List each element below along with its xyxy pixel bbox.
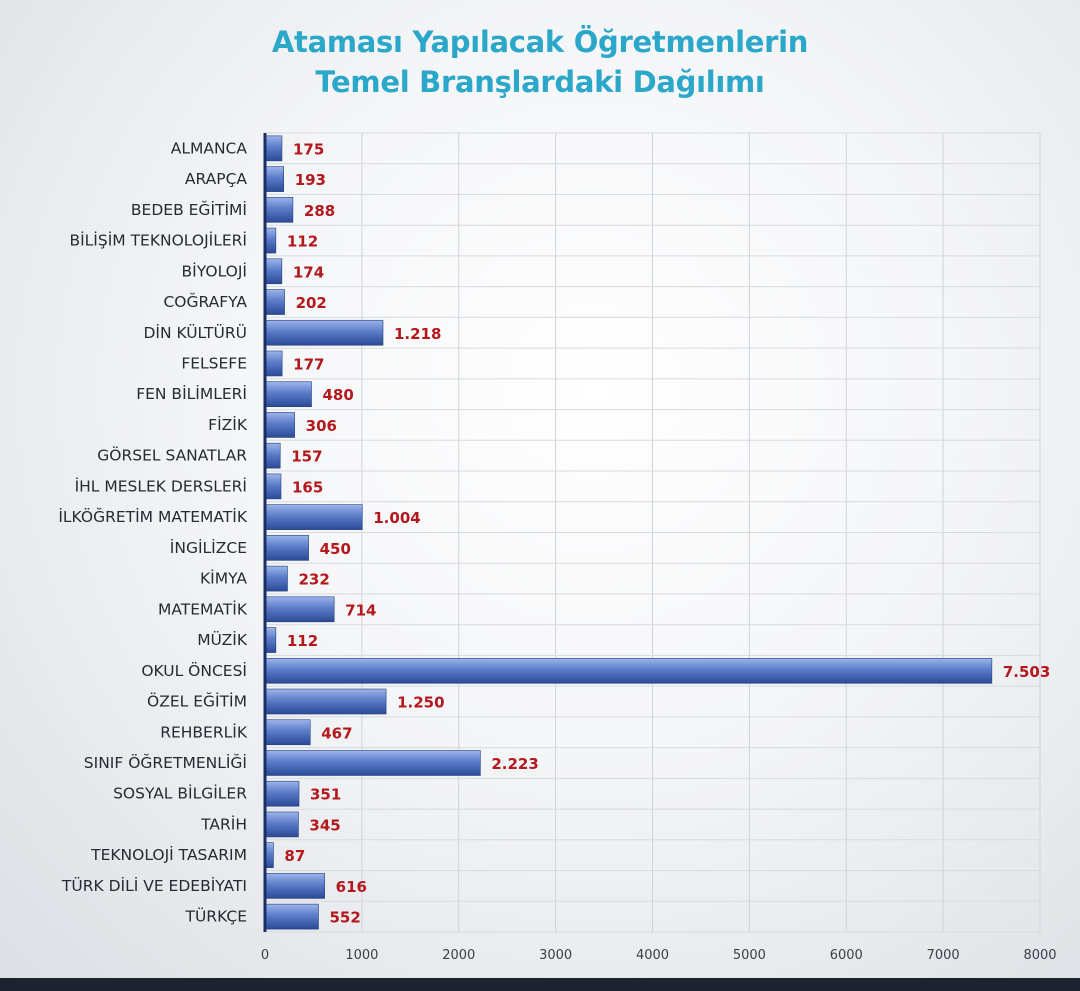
- value-label: 175: [293, 140, 324, 158]
- value-label: 345: [309, 816, 340, 834]
- category-label: TARİH: [200, 814, 247, 833]
- bar: [264, 811, 299, 838]
- value-label: 87: [284, 847, 305, 865]
- value-label: 616: [336, 878, 367, 896]
- bar: [264, 381, 312, 408]
- category-label: BEDEB EĞİTİMİ: [131, 200, 247, 219]
- value-label: 467: [321, 724, 352, 742]
- x-tick-label: 4000: [636, 948, 669, 963]
- category-label: MÜZİK: [197, 630, 248, 649]
- value-label: 112: [287, 233, 318, 251]
- bar: [264, 258, 283, 285]
- value-label: 112: [287, 632, 318, 650]
- category-label: BİYOLOJİ: [182, 261, 247, 280]
- category-label: TEKNOLOJİ TASARIM: [90, 845, 247, 864]
- category-label: SINIF ÖĞRETMENLİĞİ: [84, 753, 247, 772]
- bar: [264, 688, 387, 715]
- bar: [264, 719, 311, 746]
- value-label: 1.218: [394, 325, 441, 343]
- x-tick-label: 3000: [539, 948, 572, 963]
- bar: [264, 473, 282, 500]
- bar: [264, 750, 481, 776]
- value-label: 450: [320, 540, 351, 558]
- category-label: TÜRK DİLİ VE EDEBİYATI: [61, 876, 247, 895]
- category-label: ALMANCA: [171, 139, 248, 157]
- value-label: 165: [292, 478, 323, 496]
- x-tick-label: 8000: [1023, 948, 1056, 963]
- x-tick-label: 7000: [927, 948, 960, 963]
- category-label: GÖRSEL SANATLAR: [97, 446, 247, 465]
- value-label: 1.250: [397, 694, 444, 712]
- x-tick-label: 0: [261, 948, 269, 963]
- category-labels: ALMANCA ARAPÇA BEDEB EĞİTİMİ BİLİŞİM TEKNOL…: [58, 139, 247, 925]
- category-label: SOSYAL BİLGİLER: [113, 784, 247, 803]
- value-label: 7.503: [1003, 663, 1050, 681]
- bar: [264, 535, 309, 561]
- category-label: FİZİK: [208, 415, 248, 434]
- bar: [264, 780, 300, 807]
- category-label: DİN KÜLTÜRÜ: [143, 323, 247, 342]
- chart-title-line-1: Ataması Yapılacak Öğretmenlerin: [271, 25, 809, 59]
- bar: [264, 442, 281, 469]
- bar: [264, 135, 283, 162]
- bar: [264, 412, 295, 438]
- category-label: BİLİŞİM TEKNOLOJİLERİ: [69, 231, 247, 250]
- category-label: TÜRKÇE: [184, 907, 247, 926]
- bar: [264, 319, 384, 346]
- bar: [264, 873, 325, 899]
- value-label: 157: [291, 448, 322, 466]
- value-label: 714: [345, 601, 376, 619]
- value-label: 288: [304, 202, 335, 220]
- bar: [264, 350, 283, 377]
- value-label: 351: [310, 786, 341, 804]
- category-label: FELSEFE: [181, 354, 247, 372]
- value-label: 2.223: [491, 755, 538, 773]
- value-label: 480: [323, 386, 354, 404]
- category-label: REHBERLİK: [160, 722, 248, 741]
- category-label: MATEMATİK: [158, 599, 248, 618]
- x-tick-label: 1000: [345, 948, 378, 963]
- bottom-strip: [0, 978, 1080, 991]
- bar: [264, 504, 363, 530]
- bar: [264, 197, 294, 223]
- bar: [264, 289, 285, 315]
- x-tick-label: 2000: [442, 948, 475, 963]
- bar: [264, 166, 284, 192]
- value-label: 306: [306, 417, 337, 435]
- gridlines: [264, 132, 1041, 933]
- category-label: KİMYA: [200, 569, 247, 588]
- bar: [264, 565, 288, 592]
- bar: [264, 596, 335, 623]
- category-label: İHL MESLEK DERSLERİ: [75, 476, 247, 495]
- value-labels: 175 193 288 112 174 202 1.218 177 480 306 157 165 1.…: [284, 140, 1050, 926]
- bar: [264, 227, 277, 254]
- x-tick-label: 5000: [733, 948, 766, 963]
- x-axis-ticks: 0 1000 2000 3000 4000 5000 6000 7000 8000: [261, 948, 1057, 963]
- chart-title: Ataması Yapılacak Öğretmenlerin Temel Br…: [0, 22, 1080, 102]
- value-label: 202: [296, 294, 327, 312]
- value-label: 552: [329, 909, 360, 927]
- value-label: 177: [293, 355, 324, 373]
- bar: [264, 903, 319, 930]
- category-label: İNGİLİZCE: [170, 538, 247, 557]
- category-label: ARAPÇA: [185, 170, 248, 188]
- bar: [264, 627, 277, 653]
- value-label: 1.004: [373, 509, 420, 527]
- bars: [264, 135, 993, 930]
- value-label: 193: [295, 171, 326, 189]
- category-label: FEN BİLİMLERİ: [136, 384, 247, 403]
- value-label: 232: [298, 571, 329, 589]
- category-label: OKUL ÖNCESİ: [141, 661, 247, 680]
- category-label: İLKÖĞRETİM MATEMATİK: [58, 507, 247, 526]
- category-label: COĞRAFYA: [163, 292, 247, 311]
- category-label: ÖZEL EĞİTİM: [147, 692, 247, 711]
- bar: [264, 657, 993, 684]
- x-tick-label: 6000: [830, 948, 863, 963]
- chart-title-line-2: Temel Branşlardaki Dağılımı: [315, 65, 765, 99]
- value-label: 174: [293, 263, 324, 281]
